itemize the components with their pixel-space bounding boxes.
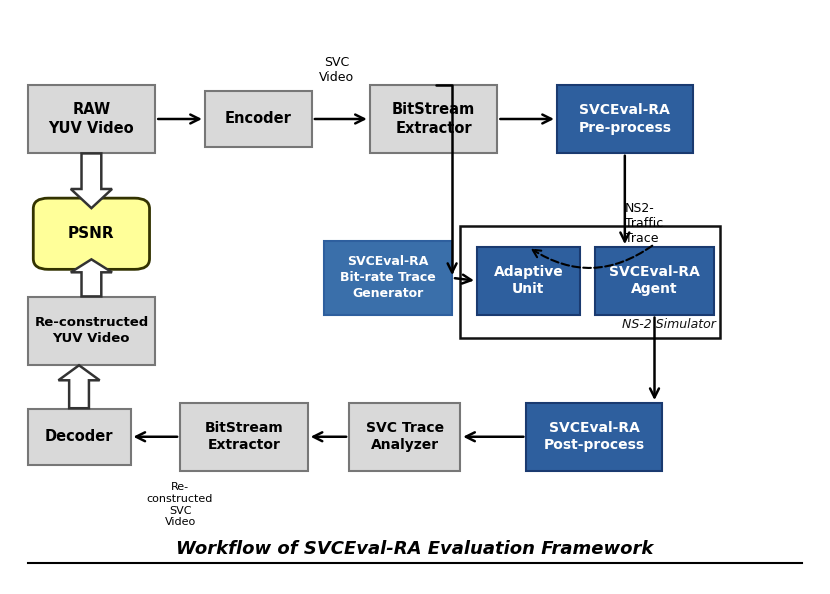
Text: Workflow of SVCEval-RA Evaluation Framework: Workflow of SVCEval-RA Evaluation Framew… [176, 540, 654, 558]
Polygon shape [71, 153, 112, 208]
FancyBboxPatch shape [27, 409, 130, 465]
Text: Re-
constructed
SVC
Video: Re- constructed SVC Video [147, 482, 213, 527]
FancyBboxPatch shape [526, 403, 662, 470]
Text: SVCEval-RA
Bit-rate Trace
Generator: SVCEval-RA Bit-rate Trace Generator [340, 255, 436, 301]
FancyBboxPatch shape [349, 403, 461, 470]
Text: SVC
Video: SVC Video [319, 56, 354, 84]
Text: SVCEval-RA
Agent: SVCEval-RA Agent [609, 265, 700, 296]
Text: Adaptive
Unit: Adaptive Unit [494, 265, 564, 296]
Polygon shape [71, 260, 112, 296]
Text: NS-2 Simulator: NS-2 Simulator [622, 318, 716, 331]
FancyBboxPatch shape [33, 198, 149, 269]
Text: BitStream
Extractor: BitStream Extractor [392, 102, 475, 136]
Text: Re-constructed
YUV Video: Re-constructed YUV Video [34, 317, 149, 345]
FancyBboxPatch shape [369, 85, 497, 153]
FancyBboxPatch shape [27, 85, 155, 153]
Text: RAW
YUV Video: RAW YUV Video [49, 102, 134, 136]
Text: NS2-
Traffic
Trace: NS2- Traffic Trace [625, 202, 663, 245]
FancyBboxPatch shape [476, 247, 580, 315]
FancyBboxPatch shape [557, 85, 693, 153]
Text: BitStream
Extractor: BitStream Extractor [204, 421, 283, 453]
Text: Encoder: Encoder [225, 112, 292, 127]
Text: SVCEval-RA
Pre-process: SVCEval-RA Pre-process [579, 103, 671, 135]
FancyBboxPatch shape [595, 247, 715, 315]
FancyBboxPatch shape [180, 403, 308, 470]
Text: SVC Trace
Analyzer: SVC Trace Analyzer [366, 421, 444, 453]
Polygon shape [58, 365, 100, 408]
Text: PSNR: PSNR [68, 226, 115, 241]
Text: SVCEval-RA
Post-process: SVCEval-RA Post-process [544, 421, 645, 453]
FancyBboxPatch shape [27, 297, 155, 365]
FancyBboxPatch shape [325, 241, 452, 315]
Text: Decoder: Decoder [45, 429, 113, 444]
FancyBboxPatch shape [205, 91, 312, 147]
